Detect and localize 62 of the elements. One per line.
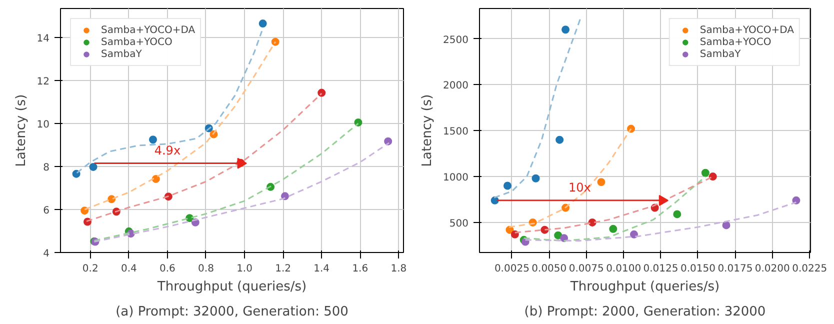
y-tick-label: 14 bbox=[36, 34, 50, 45]
x-tick-label: 0.6 bbox=[159, 264, 176, 274]
legend-label: Samba+YOCO bbox=[101, 36, 172, 48]
point bbox=[258, 20, 267, 28]
x-tick-label: 0.2 bbox=[82, 264, 98, 274]
y-tick-label: 1500 bbox=[443, 126, 469, 138]
x-axis-title: Throughput (queries/s) bbox=[569, 280, 720, 294]
x-tick-label: 0.0075 bbox=[568, 264, 604, 274]
y-tick-label: 10 bbox=[36, 120, 50, 131]
point bbox=[556, 136, 564, 144]
point bbox=[609, 224, 618, 233]
x-tick-label: 0.0100 bbox=[606, 264, 642, 274]
x-tick-label: 0.0200 bbox=[754, 264, 790, 274]
y-tick-label: 500 bbox=[449, 218, 469, 230]
x-tick-label: 1.4 bbox=[314, 264, 330, 274]
text: (a) Prompt: 32000, Generation: 500 bbox=[116, 304, 348, 320]
legend-label: SambaY bbox=[700, 48, 741, 60]
legend-label: SambaY bbox=[101, 48, 142, 60]
point bbox=[722, 221, 730, 230]
point bbox=[597, 178, 606, 186]
point bbox=[792, 196, 800, 204]
x-tick-label: 0.0050 bbox=[532, 264, 567, 274]
point bbox=[562, 26, 570, 34]
x-tick-label: 0.0025 bbox=[494, 264, 530, 274]
x-tick-label: 1.8 bbox=[390, 264, 407, 274]
point bbox=[708, 172, 717, 181]
point bbox=[89, 162, 98, 171]
y-axis-title: Latency (s) bbox=[14, 94, 29, 167]
y-tick-label: 2500 bbox=[443, 34, 469, 46]
annotation: 10x bbox=[568, 180, 591, 194]
annotation: 4.9x bbox=[154, 143, 181, 158]
legend-label: Samba+YOCO bbox=[700, 36, 772, 48]
point bbox=[630, 230, 638, 238]
x-tick-label: 0.0125 bbox=[643, 264, 678, 274]
y-tick-label: 6 bbox=[43, 206, 50, 217]
point bbox=[554, 231, 562, 240]
point bbox=[148, 136, 157, 144]
point bbox=[503, 182, 512, 190]
point bbox=[532, 174, 540, 182]
x-tick-label: 0.0150 bbox=[680, 264, 716, 274]
y-tick-label: 4 bbox=[43, 248, 50, 260]
x-tick-label: 1.6 bbox=[352, 264, 368, 274]
y-axis-title: Latency (s) bbox=[420, 94, 436, 167]
y-tick-label: 8 bbox=[43, 162, 50, 174]
point bbox=[701, 168, 710, 177]
x-tick-label: 1.0 bbox=[236, 264, 252, 274]
x-axis-title: Throughput (queries/s) bbox=[156, 280, 307, 294]
point bbox=[560, 234, 568, 242]
text: (b) Prompt: 2000, Generation: 32000 bbox=[524, 304, 766, 320]
x-tick-label: 0.0175 bbox=[718, 264, 753, 274]
legend-label: Samba+YOCO+DA bbox=[700, 24, 794, 36]
legend-label: Samba+YOCO+DA bbox=[101, 24, 196, 36]
x-tick-label: 0.4 bbox=[120, 264, 137, 274]
point bbox=[271, 38, 280, 46]
y-tick-label: 2000 bbox=[443, 80, 469, 92]
y-tick-label: 12 bbox=[36, 76, 50, 88]
x-tick-label: 1.2 bbox=[275, 264, 292, 274]
point bbox=[673, 210, 682, 218]
y-tick-label: 1000 bbox=[443, 172, 469, 184]
point bbox=[152, 174, 160, 183]
x-tick-label: 0.8 bbox=[198, 264, 214, 274]
x-tick-label: 0.0225 bbox=[792, 264, 828, 274]
